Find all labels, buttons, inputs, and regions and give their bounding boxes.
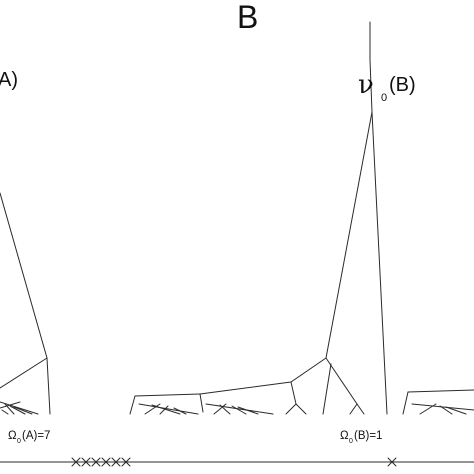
count-b-subscript: 0	[349, 438, 353, 445]
vertex-b-argument: (B)	[389, 74, 416, 96]
vertex-b-symbol: ν	[358, 70, 374, 100]
panel-label: B	[237, 0, 259, 35]
baseline-axis	[0, 457, 474, 467]
vertex-a-label: A)	[0, 69, 18, 91]
count-a-subscript: 0	[17, 438, 21, 445]
count-b-label: (B)=1	[354, 430, 383, 442]
cross-marks-a	[71, 457, 131, 467]
vertex-b-subscript: 0	[381, 92, 388, 104]
count-b-symbol: Ω	[340, 430, 349, 442]
tree-c	[402, 389, 474, 415]
count-a-symbol: Ω	[8, 430, 17, 442]
tree-b	[129, 21, 388, 415]
count-a-label: (A)=7	[22, 430, 51, 442]
cross-marks-b	[387, 457, 397, 467]
tree-a	[0, 192, 51, 415]
